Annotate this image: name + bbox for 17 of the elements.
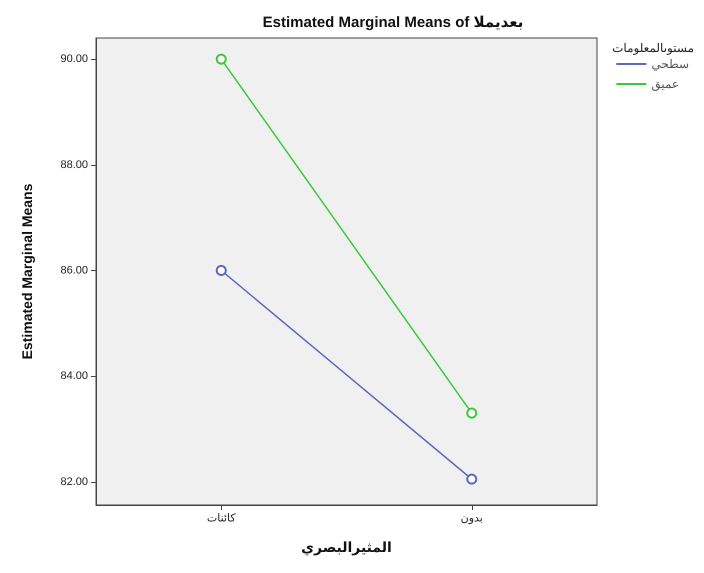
chart-title: Estimated Marginal Means of بعديملا	[262, 14, 524, 31]
point	[466, 474, 478, 485]
y-tick-label: 86.00	[60, 264, 88, 276]
y-tick-label: 82.00	[60, 476, 88, 488]
y-axis-title: Estimated Marginal Means	[19, 183, 35, 360]
y-tick-label: 88.00	[60, 158, 88, 171]
point	[216, 54, 227, 65]
y-tick-label: 90.00	[60, 53, 88, 66]
point	[216, 264, 227, 276]
legend-label: سطحي	[651, 57, 690, 71]
x-axis-title: المثيرالبصري	[301, 539, 392, 556]
y-tick-label: 84.00	[60, 370, 88, 382]
legend-title: مستوىالمعلومات	[612, 41, 694, 55]
x-tick-label: بدون	[460, 512, 483, 524]
legend-label: عميق	[651, 77, 680, 91]
x-tick-label: كائنات	[206, 512, 236, 524]
point	[466, 408, 478, 419]
